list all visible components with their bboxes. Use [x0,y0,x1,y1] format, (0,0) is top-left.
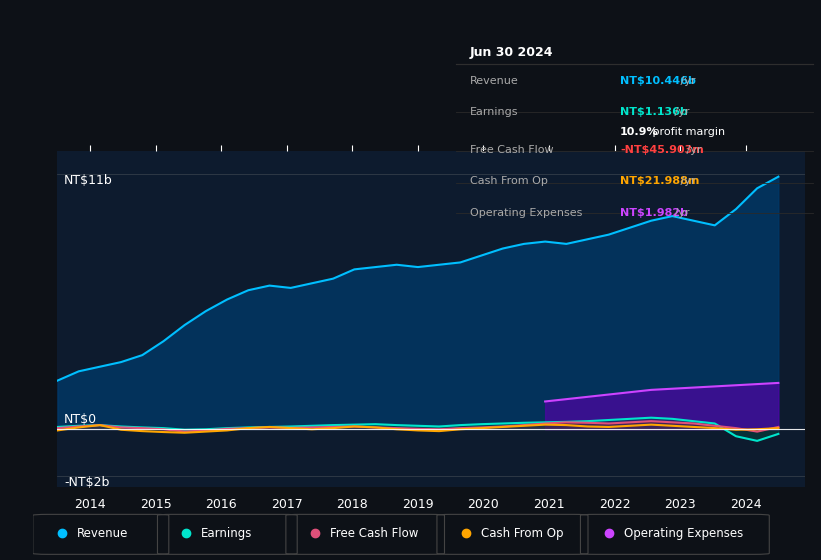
Text: NT$11b: NT$11b [64,174,112,188]
Text: /yr: /yr [677,176,695,186]
Text: Earnings: Earnings [201,527,253,540]
Text: -NT$2b: -NT$2b [64,475,109,489]
Text: Operating Expenses: Operating Expenses [470,208,582,218]
Text: /yr: /yr [672,208,690,218]
Text: Earnings: Earnings [470,107,518,117]
Text: Jun 30 2024: Jun 30 2024 [470,46,553,59]
Text: -NT$45.903m: -NT$45.903m [620,145,704,155]
Text: Operating Expenses: Operating Expenses [624,527,744,540]
Text: NT$0: NT$0 [64,413,97,426]
Text: /yr: /yr [683,145,701,155]
Text: profit margin: profit margin [649,127,725,137]
Text: Free Cash Flow: Free Cash Flow [470,145,553,155]
Text: NT$21.988m: NT$21.988m [620,176,699,186]
Text: /yr: /yr [672,107,690,117]
Text: NT$10.446b: NT$10.446b [620,76,696,86]
Text: Cash From Op: Cash From Op [481,527,563,540]
Text: Cash From Op: Cash From Op [470,176,548,186]
Text: Revenue: Revenue [470,76,519,86]
Text: NT$1.982b: NT$1.982b [620,208,688,218]
Text: Revenue: Revenue [76,527,128,540]
Text: 10.9%: 10.9% [620,127,658,137]
Text: NT$1.136b: NT$1.136b [620,107,688,117]
Text: /yr: /yr [677,76,695,86]
Text: Free Cash Flow: Free Cash Flow [330,527,418,540]
